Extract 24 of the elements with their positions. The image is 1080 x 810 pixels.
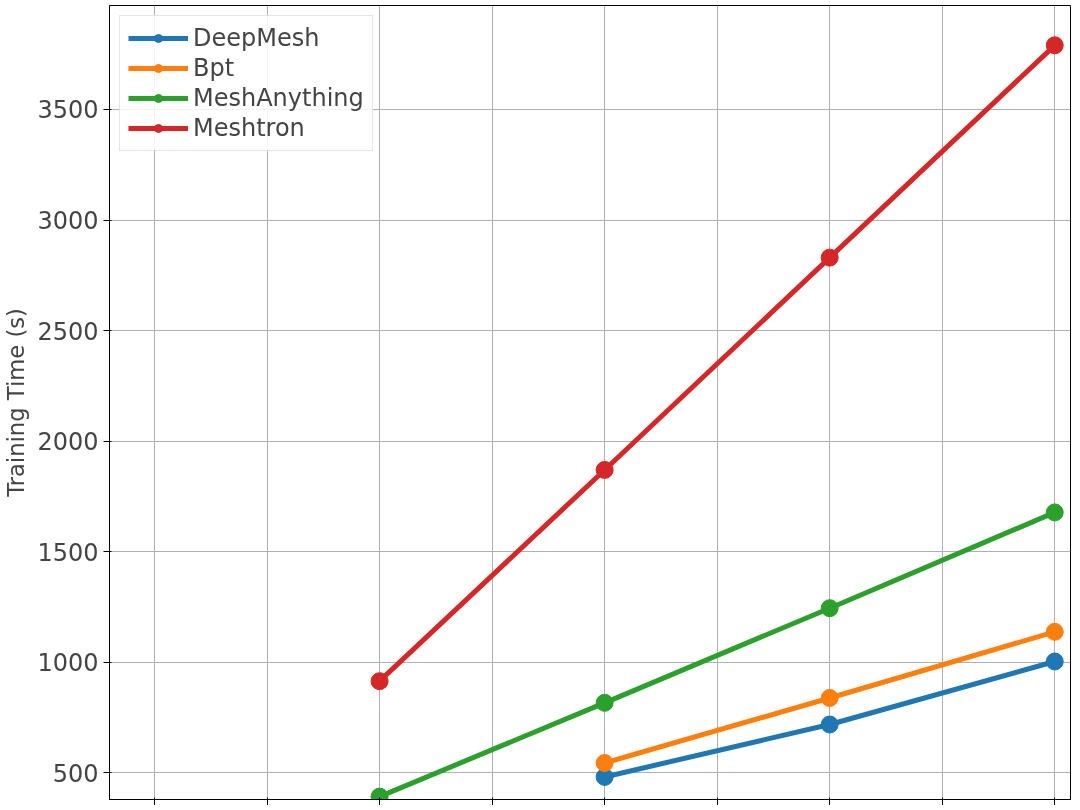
y-tick-label: 1000	[37, 649, 99, 678]
point	[820, 689, 839, 707]
y-tick-label: 2500	[37, 317, 99, 346]
point	[1045, 36, 1064, 55]
legend-label: Bpt	[193, 54, 235, 82]
point	[1045, 503, 1064, 522]
y-tick-label: 3000	[37, 207, 99, 236]
point	[595, 460, 614, 479]
point	[820, 715, 839, 734]
point	[1045, 652, 1064, 671]
point	[820, 248, 839, 267]
y-tick-label: 3500	[37, 96, 99, 125]
point	[1045, 622, 1064, 641]
legend-label: MeshAnything	[193, 84, 364, 112]
y-axis-title: Training Time (s)	[3, 308, 30, 498]
point	[595, 754, 614, 772]
y-tick-label: 2000	[37, 428, 99, 457]
point	[370, 672, 389, 691]
y-tick-label: 1500	[37, 538, 99, 567]
point	[595, 693, 614, 712]
legend-label: Meshtron	[193, 114, 305, 142]
point	[820, 599, 839, 618]
legend-label: DeepMesh	[193, 24, 320, 52]
y-tick-label: 500	[52, 759, 99, 788]
